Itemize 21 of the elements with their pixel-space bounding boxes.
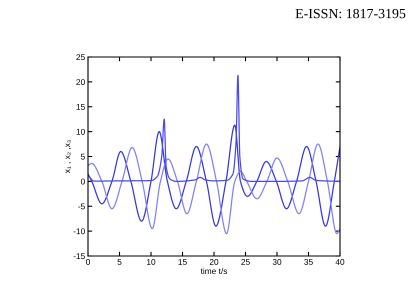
x-axis-title: time t/s — [200, 268, 228, 274]
y-tick-label: 0 — [80, 178, 85, 184]
x-tick-label: 20 — [210, 259, 218, 265]
x-tick-label: 25 — [241, 259, 250, 265]
y-tick-label: -15 — [74, 253, 85, 260]
y-tick-label: 20 — [76, 79, 85, 85]
x-tick-label: 15 — [178, 259, 187, 265]
x-tick-label: 40 — [336, 259, 344, 265]
x-tick-label: 5 — [118, 259, 122, 265]
x-tick-label: 30 — [272, 259, 282, 265]
y-axis-title: x₁ , x₂ ,x₃ — [66, 140, 72, 174]
y-tick-label: 25 — [76, 54, 85, 60]
x-tick-label: 10 — [147, 259, 156, 265]
x-tick-label: 0 — [86, 259, 90, 265]
y-tick-label: -10 — [74, 228, 85, 234]
y-tick-label: 15 — [76, 104, 85, 110]
y-tick-label: 10 — [76, 128, 85, 135]
text: E-ISSN: 1817-3195 — [296, 8, 406, 18]
x-tick-label: 35 — [304, 259, 313, 265]
y-tick-label: 5 — [80, 154, 85, 160]
y-tick-label: -5 — [78, 204, 85, 210]
